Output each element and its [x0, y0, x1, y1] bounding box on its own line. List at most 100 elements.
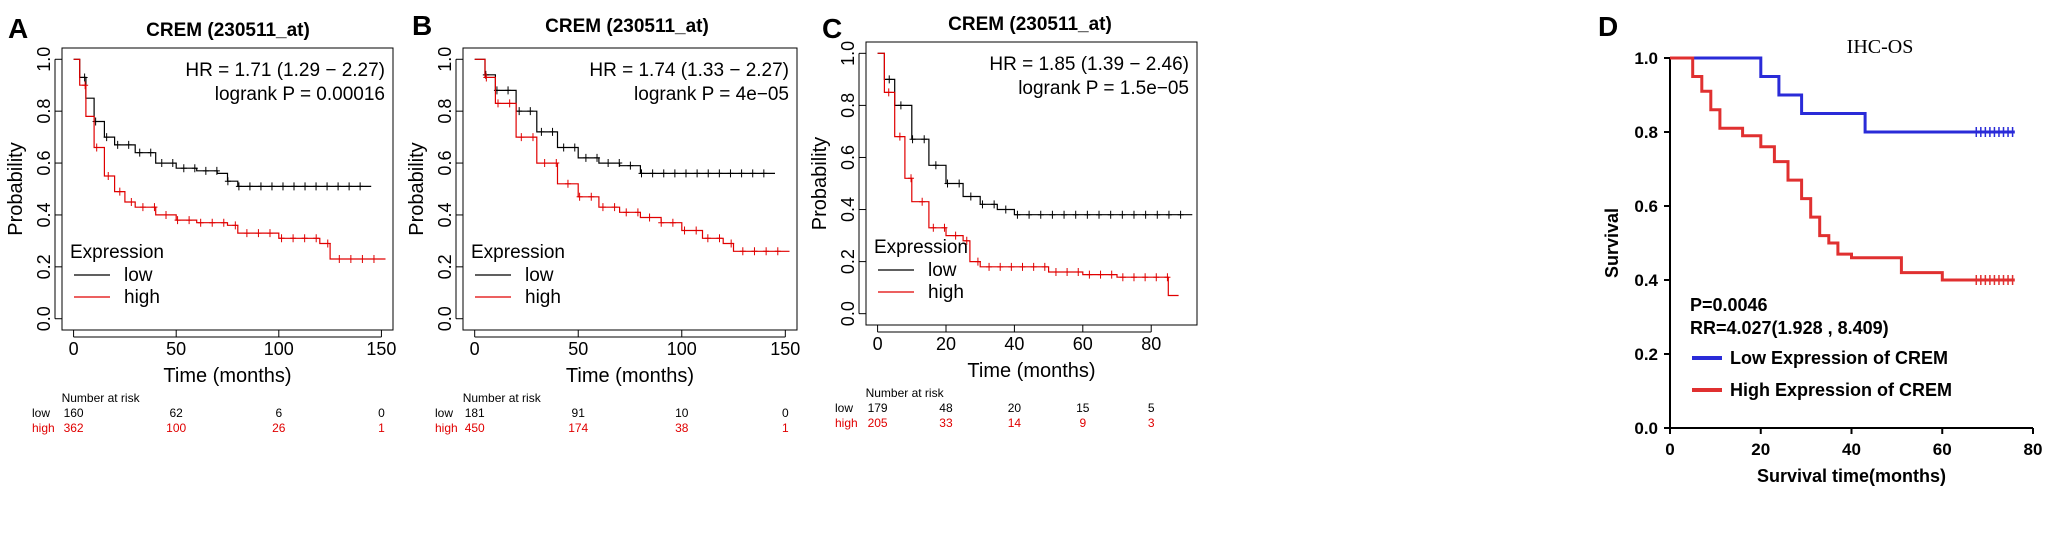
censor-mark-high — [151, 203, 158, 212]
censor-mark-low — [1072, 210, 1079, 219]
censor-mark-high — [483, 73, 490, 82]
censor-mark-low — [169, 159, 176, 168]
y-axis-label: Probability — [809, 137, 831, 230]
censor-mark-low — [346, 182, 353, 191]
x-axis-label: Time (months) — [163, 365, 291, 387]
censor-mark-high — [1052, 268, 1059, 277]
censor-mark-low — [103, 133, 110, 142]
y-tick-label: 0.4 — [1634, 271, 1658, 290]
panel-letter: C — [822, 13, 842, 44]
censor-mark-high — [728, 239, 735, 248]
y-axis-label: Survival — [1602, 208, 1622, 278]
censor-mark-high — [1097, 270, 1104, 279]
censor-mark-high — [220, 218, 227, 227]
risk-row-label-low: low — [835, 401, 853, 415]
risk-row-label-low: low — [32, 406, 50, 420]
censor-mark-low — [886, 75, 893, 84]
y-tick-label: 0.4 — [435, 202, 455, 227]
risk-count-high: 38 — [675, 421, 689, 435]
risk-count-low: 48 — [939, 401, 953, 415]
censor-mark-low — [671, 169, 678, 178]
legend-title: Expression — [874, 237, 968, 258]
censor-mark-high — [518, 133, 525, 142]
y-tick-label: 0.4 — [838, 197, 858, 222]
censor-mark-low — [1037, 210, 1044, 219]
legend-label-high: high — [124, 287, 160, 308]
x-axis-label: Time (months) — [566, 365, 694, 387]
censor-mark-low — [114, 140, 121, 149]
censor-mark-low — [516, 107, 523, 116]
censor-mark-low — [660, 169, 667, 178]
censor-mark-low — [1061, 210, 1068, 219]
censor-mark-high — [128, 197, 135, 206]
censor-mark-high — [704, 234, 711, 243]
censor-mark-low — [224, 177, 231, 186]
censor-mark-high — [1153, 273, 1160, 282]
censor-mark-high — [336, 255, 343, 264]
x-tick-label: 0 — [1665, 440, 1674, 459]
censor-mark-high — [611, 203, 618, 212]
legend-label-low: low — [928, 260, 957, 281]
y-tick-label: 1.0 — [838, 41, 858, 66]
censor-mark-high — [1019, 262, 1026, 271]
risk-count-high: 362 — [64, 421, 84, 435]
censor-mark-high — [243, 229, 250, 238]
risk-count-low: 5 — [1148, 401, 1155, 415]
censor-mark-low — [1165, 210, 1172, 219]
censor-mark-low — [571, 143, 578, 152]
censor-mark-high — [986, 262, 993, 271]
legend-label-low: low — [124, 265, 153, 286]
risk-row-label-high: high — [32, 421, 55, 435]
censor-mark-high — [774, 247, 781, 256]
km-curve-low — [877, 52, 1193, 216]
risk-count-low: 91 — [572, 406, 586, 420]
censor-mark-low — [313, 182, 320, 191]
x-tick-label: 60 — [1933, 440, 1952, 459]
censor-mark-high — [681, 226, 688, 235]
censor-mark-low — [1026, 210, 1033, 219]
censor-mark-high — [669, 218, 676, 227]
censor-mark-low — [538, 127, 545, 136]
censor-mark-low — [627, 161, 634, 170]
risk-count-low: 10 — [675, 406, 689, 420]
y-axis-label: Probability — [5, 142, 27, 235]
censor-mark-low — [158, 159, 165, 168]
censor-mark-low — [897, 101, 904, 110]
risk-count-low: 179 — [868, 401, 888, 415]
censor-mark-high — [588, 192, 595, 201]
censor-mark-low — [921, 135, 928, 144]
x-tick-label: 60 — [1073, 334, 1093, 354]
risk-table-header: Number at risk — [866, 386, 945, 400]
censor-mark-high — [290, 234, 297, 243]
censor-mark-low — [944, 179, 951, 188]
y-tick-label: 0.8 — [34, 99, 54, 124]
censor-mark-low — [1130, 210, 1137, 219]
censor-mark-low — [1084, 210, 1091, 219]
censor-mark-low — [979, 200, 986, 209]
censor-mark-low — [909, 135, 916, 144]
y-axis-label: Probability — [406, 142, 428, 235]
censor-mark-high — [495, 99, 502, 108]
y-tick-label: 0.6 — [1634, 197, 1658, 216]
panel-c: C CREM (230511_at) 0.0 0.2 0.4 0.6 0.8 1.0 0 20 40… — [809, 13, 1198, 430]
censor-mark-low — [1014, 210, 1021, 219]
x-tick-label: 40 — [1842, 440, 1861, 459]
censor-mark-high — [139, 203, 146, 212]
censor-mark-high — [186, 216, 193, 225]
censor-mark-high — [266, 229, 273, 238]
y-tick-label: 0.4 — [34, 202, 54, 227]
censor-mark-low — [967, 192, 974, 201]
censor-mark-high — [1041, 262, 1048, 271]
censor-mark-low — [956, 179, 963, 188]
censor-mark-high — [1064, 268, 1071, 277]
censor-mark-low — [291, 182, 298, 191]
x-tick-label: 50 — [568, 339, 588, 359]
x-tick-label: 0 — [69, 339, 79, 359]
censor-mark-high — [163, 210, 170, 219]
censor-mark-low — [727, 169, 734, 178]
censor-mark-low — [191, 164, 198, 173]
censor-mark-high — [506, 99, 513, 108]
y-tick-label: 0.0 — [1634, 419, 1658, 438]
risk-count-low: 0 — [782, 406, 789, 420]
